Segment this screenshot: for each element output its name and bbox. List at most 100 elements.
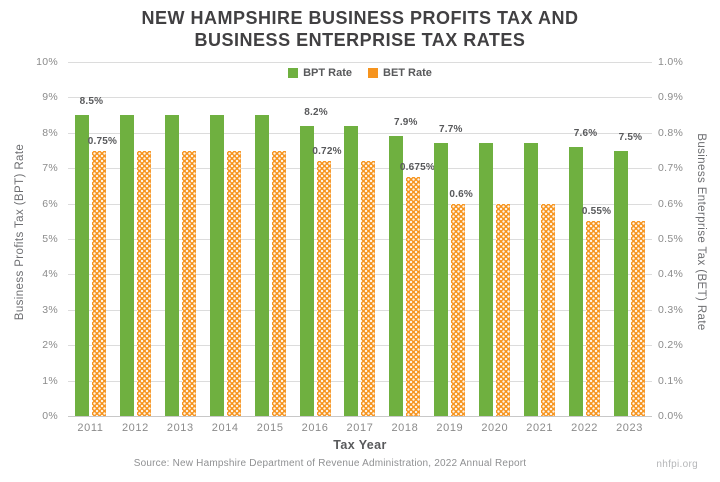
gridline [68,239,652,240]
bar-group-2015 [248,62,293,416]
bpt-bar-2012 [119,115,134,416]
bar-group-2023: 7.5% [607,62,652,416]
left-axis-tick: 5% [42,233,58,245]
left-axis-tick: 3% [42,304,58,316]
right-axis-tick: 1.0% [658,56,684,68]
left-axis-tick: 7% [42,162,58,174]
bar-group-2021 [517,62,562,416]
bet-legend-swatch-icon [368,68,378,78]
bpt-bar-2013 [164,115,179,416]
right-axis-tick: 0.6% [658,198,684,210]
x-axis-tick-2015: 2015 [256,422,284,434]
legend-item-bpt: BPT Rate [288,67,352,79]
right-axis-tick: 0.5% [658,233,684,245]
bet-bar-2022 [586,221,601,416]
left-axis-tick: 10% [36,56,58,68]
bar-group-2017 [338,62,383,416]
x-axis-tick-2011: 2011 [77,422,104,434]
x-axis-tick-2012: 2012 [121,422,149,434]
bet-bar-2014 [226,150,241,416]
bpt-bar-2019 [434,143,449,416]
bet-bar-2011 [91,150,106,416]
gridline [68,97,652,98]
bpt-bar-2020 [479,143,494,416]
x-axis-tick-2014: 2014 [211,422,239,434]
bet-bar-2021 [541,203,556,416]
bet-legend-label: BET Rate [383,67,432,79]
bet-bar-2015 [271,150,286,416]
bpt-bar-2017 [344,125,359,416]
bpt-value-label-2019: 7.7% [438,124,463,136]
right-axis-tick: 0.4% [658,268,684,280]
bar-group-2020 [472,62,517,416]
bet-value-label-2018: 0.675% [399,162,435,174]
left-axis-tick: 4% [42,268,58,280]
bpt-value-label-2023: 7.5% [618,131,643,143]
x-axis-tick-2016: 2016 [301,422,329,434]
bet-bar-2017 [361,161,376,416]
right-axis-title: Business Enterprise Tax (BET) Rate [695,133,707,331]
x-axis-tick-2017: 2017 [346,422,374,434]
bpt-bar-2022 [569,146,584,416]
bpt-value-label-2016: 8.2% [304,106,328,118]
bet-value-label-2022: 0.55% [581,206,612,218]
bet-value-label-2016: 0.72% [312,146,342,158]
bar-group-2013 [158,62,203,416]
bet-value-label-2011: 0.75% [87,135,118,147]
bet-bar-2013 [181,150,196,416]
bar-group-2014 [203,62,248,416]
x-axis-title: Tax Year [333,438,387,452]
gridline [68,381,652,382]
chart-title: NEW HAMPSHIRE BUSINESS PROFITS TAX AND B… [0,8,720,52]
chart-title-line-1: NEW HAMPSHIRE BUSINESS PROFITS TAX AND [141,8,579,28]
bpt-legend-label: BPT Rate [303,67,352,79]
bpt-bar-2014 [209,115,224,416]
left-axis-tick: 2% [42,339,58,351]
plot-area: 8.5% 0.75% 8.2% 0.72% 7.9% 0.675% 7.7% 0.6% 7.6%… [68,62,652,417]
gridline [68,310,652,311]
bpt-bar-2018 [389,136,404,416]
bpt-bar-2021 [524,143,539,416]
x-axis-tick-2021: 2021 [526,422,554,434]
bar-group-2018: 7.9% 0.675% [382,62,435,416]
gridline [68,274,652,275]
right-axis-tick: 0.8% [658,127,684,139]
bet-bar-2012 [136,150,151,416]
site-watermark: nhfpi.org [656,459,698,470]
bpt-value-label-2018: 7.9% [394,117,418,129]
bpt-bar-2016 [299,125,314,416]
bpt-bar-2015 [254,115,269,416]
bet-value-label-2019: 0.6% [449,188,473,200]
gridline [68,204,652,205]
gridline [68,168,652,169]
left-axis-tick: 9% [42,91,58,103]
x-axis-tick-2020: 2020 [481,422,509,434]
bet-bar-2020 [496,203,511,416]
bet-bar-2019 [451,203,466,416]
chart-legend: BPT Rate BET Rate [68,64,652,82]
x-axis-tick-2018: 2018 [391,422,419,434]
left-axis-tick: 1% [42,375,58,387]
gridline [68,62,652,63]
bet-bar-2018 [406,177,421,416]
source-note: Source: New Hampshire Department of Reve… [133,458,527,469]
left-axis-tick: 6% [42,198,58,210]
legend-item-bet: BET Rate [368,67,432,79]
right-axis-tick: 0.7% [658,162,684,174]
gridline [68,133,652,134]
x-axis-tick-2013: 2013 [166,422,194,434]
right-axis-tick: 0.2% [658,339,684,351]
gridline [68,416,652,417]
bar-group-2011: 8.5% 0.75% [68,62,117,416]
x-axis-tick-2023: 2023 [616,422,643,434]
bpt-bar-2023 [614,150,629,416]
right-axis-tick: 0.1% [658,375,684,387]
bpt-legend-swatch-icon [288,68,299,78]
x-axis-tick-2022: 2022 [571,422,599,434]
right-axis-tick: 0.0% [658,410,684,422]
left-axis-title: Business Profits Tax (BPT) Rate [14,143,26,321]
bpt-value-label-2011: 8.5% [79,96,104,108]
left-axis-tick: 0% [42,410,58,422]
bpt-value-label-2022: 7.6% [573,127,598,139]
